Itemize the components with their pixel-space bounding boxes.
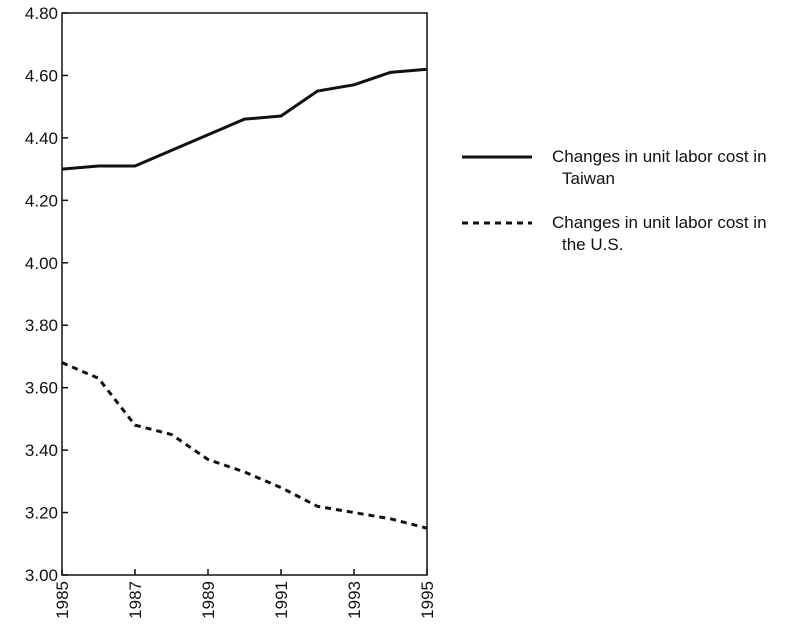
- legend-swatch: [462, 221, 532, 225]
- x-tick-label: 1991: [272, 581, 291, 619]
- y-tick-label: 4.40: [25, 129, 58, 148]
- legend-item: Changes in unit labor cost in Taiwan: [462, 146, 792, 190]
- series-line: [61, 67, 428, 171]
- y-tick-label: 4.80: [25, 4, 58, 23]
- legend-swatch: [462, 155, 532, 159]
- y-tick-label: 3.60: [25, 379, 58, 398]
- y-tick-label: 3.40: [25, 441, 58, 460]
- x-tick-label: 1995: [418, 581, 437, 619]
- series-line: [61, 361, 428, 530]
- legend-label: Changes in unit labor cost in the U.S.: [552, 213, 767, 254]
- y-tick-label: 4.00: [25, 254, 58, 273]
- y-tick-label: 4.60: [25, 66, 58, 85]
- y-tick-label: 4.20: [25, 191, 58, 210]
- legend-label: Changes in unit labor cost in Taiwan: [552, 147, 767, 188]
- legend: Changes in unit labor cost in Taiwan Chan…: [462, 146, 792, 278]
- legend-item: Changes in unit labor cost in the U.S.: [462, 212, 792, 256]
- x-tick-label: 1993: [345, 581, 364, 619]
- x-tick-label: 1989: [199, 581, 218, 619]
- y-tick-label: 3.00: [25, 566, 58, 585]
- x-tick-label: 1987: [126, 581, 145, 619]
- y-tick-label: 3.80: [25, 316, 58, 335]
- plot-frame: [61, 12, 428, 576]
- x-tick-label: 1985: [53, 581, 72, 619]
- y-tick-label: 3.20: [25, 504, 58, 523]
